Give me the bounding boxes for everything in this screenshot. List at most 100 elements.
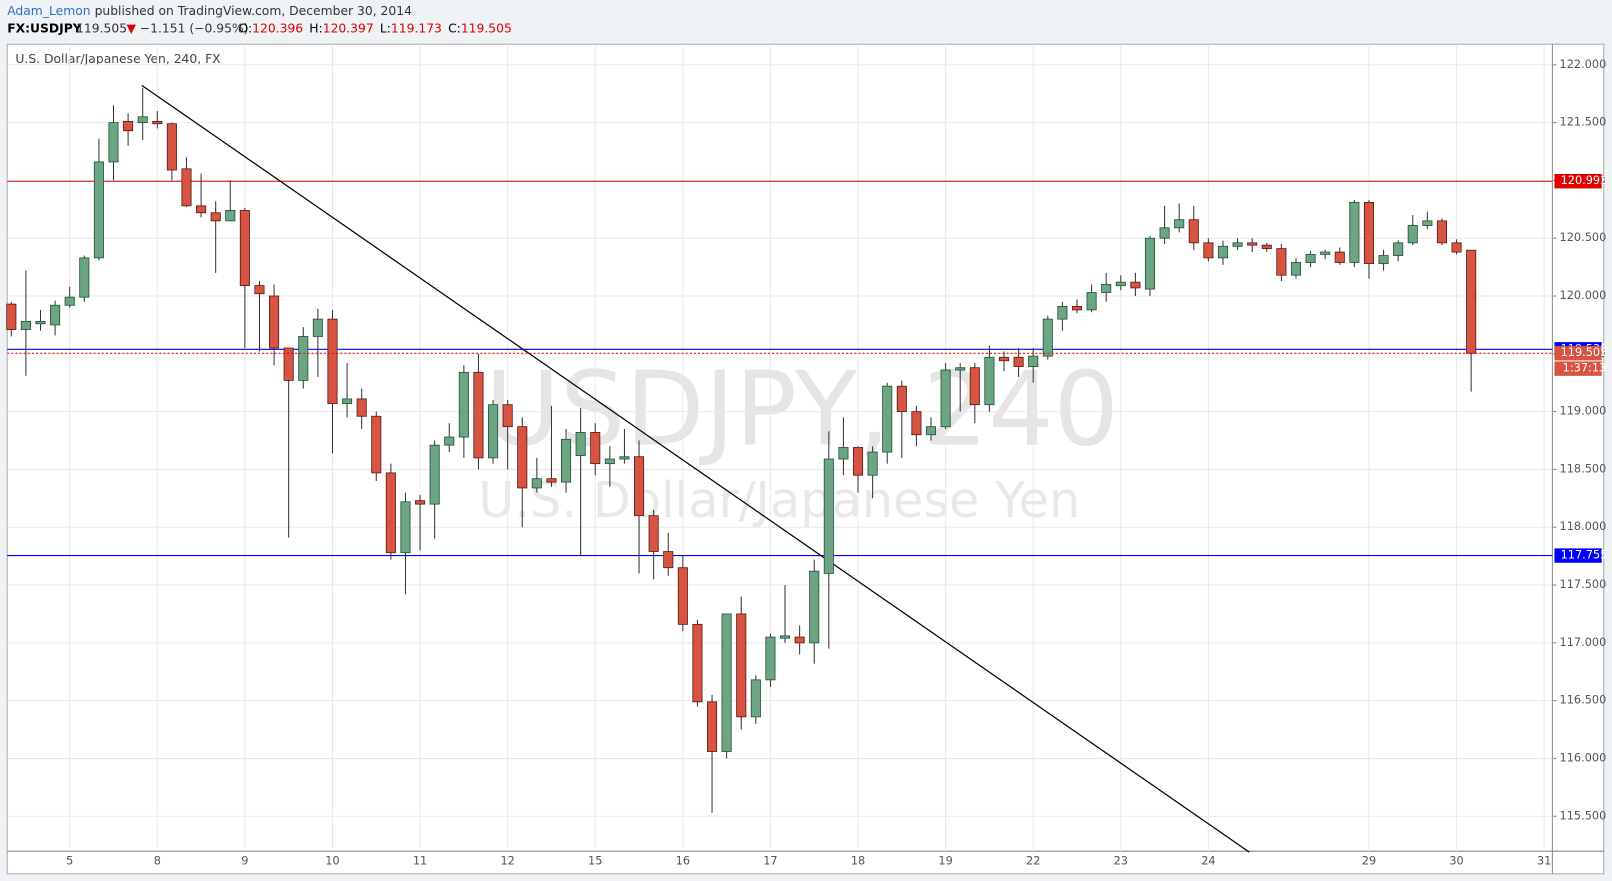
candle-body: [561, 438, 572, 483]
candle-body: [64, 296, 75, 306]
price-tag: [1554, 346, 1602, 361]
y-tick-label: 122.000: [1560, 58, 1607, 71]
candle-body: [50, 304, 61, 326]
candle-body: [269, 295, 280, 349]
candle-body: [706, 701, 718, 752]
candle-body: [312, 318, 323, 337]
candle-body: [225, 210, 236, 222]
candle-body: [342, 398, 353, 404]
x-tick-label: 8: [154, 854, 161, 867]
candle-body: [867, 451, 878, 476]
candle-body: [152, 121, 163, 125]
x-tick-label: 22: [1026, 854, 1040, 867]
candle-body: [1188, 219, 1199, 244]
y-tick-label: 121.500: [1560, 116, 1607, 129]
candle-body: [35, 321, 46, 325]
x-tick-label: 5: [66, 854, 73, 867]
y-tick-label: 120.500: [1560, 231, 1607, 244]
candle-body: [1174, 219, 1185, 229]
candle-body: [93, 161, 104, 259]
candle-body: [590, 432, 601, 465]
candle-body: [1042, 318, 1053, 357]
candle-body: [838, 447, 849, 460]
candle-body: [1451, 242, 1462, 253]
candle-body: [1144, 237, 1156, 290]
candle-body: [852, 447, 864, 476]
x-tick-label: 18: [851, 854, 865, 867]
candle-body: [1028, 355, 1039, 367]
candle-body: [765, 636, 776, 681]
x-tick-label: 30: [1449, 854, 1463, 867]
countdown-tag: [1554, 361, 1602, 376]
candle-body: [1290, 262, 1302, 276]
change: −1.151 (−0.95%): [140, 21, 249, 35]
candle-body: [546, 478, 557, 483]
candle-body: [458, 371, 469, 438]
candle-body: [298, 336, 309, 381]
candle-body: [1378, 255, 1389, 265]
y-tick-label: 119.000: [1560, 405, 1607, 418]
y-tick-label: 118.000: [1560, 520, 1607, 533]
candle-body: [604, 458, 615, 465]
x-tick-label: 19: [938, 854, 952, 867]
ohlc-value: 120.396: [252, 21, 303, 35]
candle-body: [283, 347, 294, 381]
candle-body: [385, 472, 396, 554]
candle-body: [925, 426, 937, 436]
candle-body: [882, 385, 893, 453]
candle-body: [998, 356, 1010, 362]
candle-body: [1422, 220, 1433, 226]
candle-body: [123, 121, 134, 132]
candle-body: [1013, 356, 1024, 367]
y-tick-label: 116.000: [1560, 751, 1607, 764]
ohlc-value: 119.173: [391, 21, 442, 35]
candle-body: [400, 501, 411, 554]
level-tag-label: 120.993: [1561, 174, 1608, 187]
y-tick-label: 117.500: [1560, 578, 1607, 591]
candle-body: [108, 122, 119, 163]
candle-body: [1247, 242, 1258, 246]
candle-body: [239, 210, 250, 287]
candle-body: [444, 436, 455, 446]
candle-body: [1305, 253, 1316, 263]
ohlc-value: 119.505: [461, 21, 512, 35]
candle-body: [1466, 249, 1477, 354]
x-tick-label: 12: [500, 854, 514, 867]
ohlc-label: L:: [380, 21, 391, 35]
candle-body: [137, 116, 148, 124]
candle-body: [20, 321, 31, 330]
candle-body: [1217, 245, 1229, 259]
x-tick-label: 9: [241, 854, 248, 867]
candle-body: [955, 367, 966, 371]
candle-body: [779, 635, 791, 639]
y-tick-label: 118.500: [1560, 462, 1607, 475]
candle-body: [1130, 281, 1141, 289]
x-tick-label: 17: [763, 854, 777, 867]
ohlc-label: H:: [309, 21, 322, 35]
candle-body: [210, 212, 221, 222]
candle-body: [794, 636, 805, 644]
candle-body: [327, 318, 338, 404]
candle-body: [721, 613, 732, 752]
candle-body: [677, 567, 688, 625]
candle-body: [648, 515, 659, 552]
candle-body: [166, 123, 177, 171]
candle-body: [1363, 201, 1375, 265]
change-arrow: ▼: [126, 21, 136, 35]
x-tick-label: 31: [1537, 854, 1551, 867]
x-tick-label: 15: [588, 854, 602, 867]
ohlc-label: O:: [239, 21, 253, 35]
candle-body: [911, 411, 922, 436]
candle-body: [823, 458, 834, 574]
candle-body: [371, 415, 382, 474]
author-link[interactable]: Adam_Lemon: [7, 4, 90, 18]
candle-body: [809, 570, 820, 644]
candle-body: [575, 432, 586, 456]
candle-body: [356, 398, 367, 417]
x-tick-label: 11: [413, 854, 427, 867]
level-tag-label: 117.755: [1561, 549, 1608, 562]
chart-title: U.S. Dollar/Japanese Yen, 240, FX: [15, 52, 221, 66]
x-tick-label: 29: [1362, 854, 1376, 867]
